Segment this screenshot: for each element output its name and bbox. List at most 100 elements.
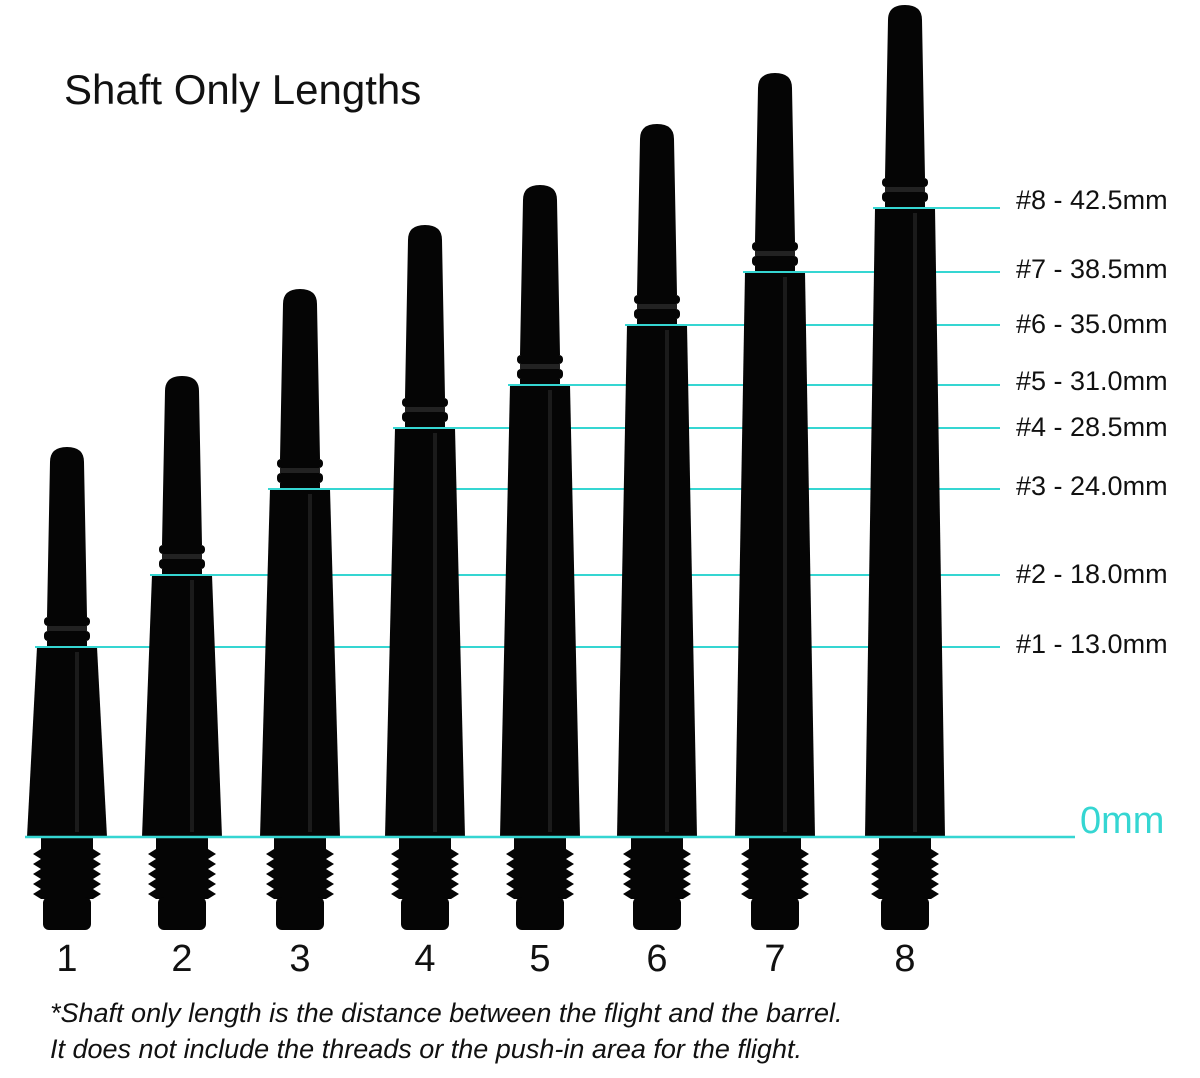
shaft-number-4: 4 <box>414 938 436 980</box>
shaft-ring-groove <box>755 251 795 256</box>
shaft-stem <box>280 289 320 459</box>
thread <box>741 859 809 869</box>
shaft-highlight <box>190 580 194 832</box>
thread <box>871 889 939 899</box>
thread <box>148 879 216 889</box>
thread <box>266 849 334 859</box>
thread <box>741 849 809 859</box>
shaft-ring-groove <box>520 364 560 369</box>
shaft-ring <box>634 295 680 304</box>
thread <box>148 849 216 859</box>
shaft-number-7: 7 <box>764 938 786 980</box>
thread <box>266 889 334 899</box>
thread <box>623 879 691 889</box>
length-label-6: #6 - 35.0mm <box>1016 309 1168 339</box>
shaft-body <box>735 272 815 837</box>
thread <box>391 869 459 879</box>
thread <box>623 859 691 869</box>
shaft-highlight <box>308 494 312 832</box>
thread <box>741 869 809 879</box>
thread-neck <box>274 837 326 851</box>
thread <box>391 859 459 869</box>
shaft-number-5: 5 <box>529 938 551 980</box>
shaft-neck <box>280 483 320 489</box>
shaft-tip <box>633 897 681 930</box>
shaft-highlight <box>433 433 437 832</box>
thread <box>506 859 574 869</box>
shaft-neck <box>405 422 445 428</box>
thread <box>623 849 691 859</box>
shaft-neck <box>162 569 202 575</box>
shaft-ring-groove <box>162 554 202 559</box>
length-label-7: #7 - 38.5mm <box>1016 254 1168 284</box>
thread <box>623 889 691 899</box>
length-label-4: #4 - 28.5mm <box>1016 412 1168 442</box>
thread <box>391 879 459 889</box>
thread <box>506 879 574 889</box>
shaft-stem <box>885 5 925 178</box>
shaft-ring <box>752 256 798 266</box>
thread <box>871 859 939 869</box>
shaft-neck <box>885 202 925 208</box>
shaft-body <box>385 428 465 837</box>
shaft-body <box>617 325 697 837</box>
thread <box>33 879 101 889</box>
shaft-tip <box>158 897 206 930</box>
thread <box>391 849 459 859</box>
shaft-ring-groove <box>280 468 320 473</box>
shaft-tip <box>751 897 799 930</box>
shaft-stem <box>637 124 677 295</box>
shaft-ring <box>44 617 90 626</box>
shaft-ring <box>402 412 448 422</box>
shaft-ring <box>634 309 680 319</box>
thread <box>33 869 101 879</box>
page-title: Shaft Only Lengths <box>64 66 422 113</box>
shaft-neck <box>637 319 677 325</box>
shaft-stem <box>405 225 445 398</box>
thread <box>623 869 691 879</box>
shaft-ring-groove <box>885 187 925 192</box>
thread <box>33 849 101 859</box>
shaft-ring <box>752 242 798 251</box>
thread <box>148 869 216 879</box>
shaft-ring-groove <box>637 304 677 309</box>
thread-neck <box>749 837 801 851</box>
thread <box>871 849 939 859</box>
length-label-8: #8 - 42.5mm <box>1016 185 1168 215</box>
shaft-stem <box>47 447 87 617</box>
shaft-body <box>260 489 340 837</box>
thread-neck <box>41 837 93 851</box>
thread <box>33 859 101 869</box>
thread <box>871 869 939 879</box>
shaft-ring <box>44 631 90 641</box>
shaft-ring <box>402 398 448 407</box>
footnote-line-2: It does not include the threads or the p… <box>50 1034 802 1064</box>
shaft-ring <box>517 369 563 379</box>
shaft-stem <box>520 185 560 355</box>
shaft-number-8: 8 <box>894 938 916 980</box>
footnote-line-1: *Shaft only length is the distance betwe… <box>50 998 843 1028</box>
shaft-body <box>142 575 222 837</box>
shaft-stem <box>162 376 202 545</box>
shaft-ring <box>277 473 323 483</box>
thread <box>741 889 809 899</box>
thread <box>391 889 459 899</box>
shaft-ring-groove <box>47 626 87 631</box>
shaft-ring <box>277 459 323 468</box>
shaft-body <box>865 208 945 837</box>
thread <box>33 889 101 899</box>
thread <box>148 889 216 899</box>
thread <box>741 879 809 889</box>
shaft-neck <box>755 266 795 272</box>
shaft-ring <box>882 178 928 187</box>
length-label-5: #5 - 31.0mm <box>1016 366 1168 396</box>
zero-mm-label: 0mm <box>1080 800 1165 842</box>
shaft-tip <box>401 897 449 930</box>
shaft-highlight <box>783 277 787 832</box>
shaft-stem <box>755 73 795 242</box>
shaft-ring <box>159 545 205 554</box>
thread-neck <box>514 837 566 851</box>
shaft-number-2: 2 <box>171 938 193 980</box>
shaft-highlight <box>665 330 669 832</box>
